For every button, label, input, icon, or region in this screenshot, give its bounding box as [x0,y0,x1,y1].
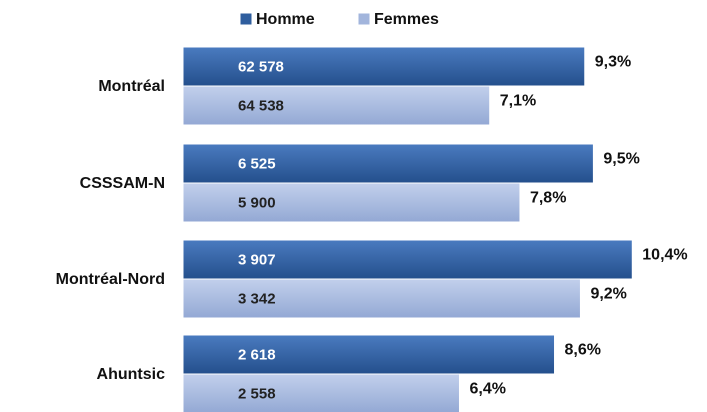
category-label: Montréal-Nord [56,271,165,288]
legend-swatch [239,12,253,26]
value-label: 6,4% [469,381,505,398]
category-label: Ahuntsic [97,366,166,383]
value-label: 9,5% [603,151,639,168]
bar [182,373,460,412]
bar-inner-label: 64 538 [238,97,284,114]
bar [182,182,521,223]
legend-swatch [357,12,371,26]
bar [182,143,594,184]
bar [182,278,581,319]
bar [182,46,586,87]
legend-label: Femmes [374,11,439,28]
value-label: 10,4% [642,247,687,264]
category-label: Montréal [98,78,165,95]
value-label: 7,8% [530,190,566,207]
bar [182,85,491,126]
bar-inner-label: 6 525 [238,155,276,172]
bar-inner-label: 62 578 [238,58,284,75]
category-label: CSSSAM-N [80,175,165,192]
bar-inner-label: 2 618 [238,346,276,363]
legend-label: Homme [256,11,315,28]
bar-inner-label: 3 907 [238,251,276,268]
bar-inner-label: 2 558 [238,385,276,402]
bar [182,239,633,280]
value-label: 8,6% [565,342,601,359]
bar-inner-label: 3 342 [238,290,276,307]
value-label: 9,2% [590,286,626,303]
value-label: 9,3% [595,54,631,71]
bar-inner-label: 5 900 [238,194,276,211]
value-label: 7,1% [500,93,536,110]
